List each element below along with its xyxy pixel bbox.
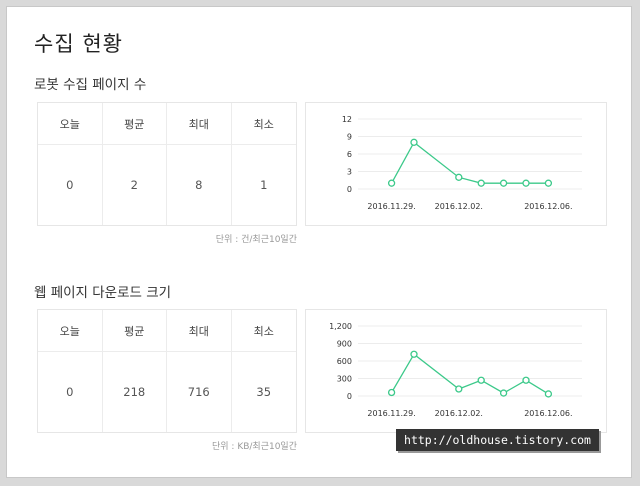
section-title-download-size: 웹 페이지 다운로드 크기 [34, 285, 172, 301]
stat-header-average: 평균 [102, 103, 167, 145]
stat-header-today: 오늘 [38, 103, 103, 145]
data-point [522, 376, 530, 384]
y-tick-label: 6 [347, 150, 352, 159]
stat-header-min: 최소 [231, 103, 296, 145]
y-tick-label: 1,200 [329, 322, 352, 331]
data-point [499, 179, 508, 187]
x-tick-label: 2016.12.02. [435, 202, 483, 211]
stats-table-download-size: 오늘 평균 최대 최소 0 218 716 35 [37, 309, 297, 433]
chart-download-size: 1,200 900 600 300 0 2016.11.29. 2016.12.02. 201… [305, 309, 607, 433]
stat-header-max: 최대 [167, 103, 232, 145]
data-point [455, 173, 463, 181]
stat-value-average: 218 [103, 352, 167, 432]
x-tick-label: 2016.12.06. [524, 202, 572, 211]
unit-note: 단위 : 건/최근10일간 [215, 235, 297, 245]
y-tick-label: 0 [347, 185, 352, 194]
report-panel [6, 6, 632, 478]
series-line [391, 353, 549, 395]
y-tick-label: 3 [347, 168, 352, 177]
data-point [544, 179, 553, 187]
stat-value-today: 0 [38, 352, 103, 432]
data-point [455, 385, 463, 393]
data-point [477, 179, 485, 187]
stat-value-max: 716 [167, 352, 232, 432]
stat-value-today: 0 [38, 145, 103, 225]
watermark: http://oldhouse.tistory.com [396, 429, 599, 451]
stat-value-max: 8 [167, 145, 232, 225]
stat-value-average: 2 [103, 145, 167, 225]
stat-header-today: 오늘 [38, 310, 103, 352]
stat-value-min: 35 [256, 385, 272, 399]
chart-robot-pages: 12 9 6 3 0 2016.11.29. 2016.12.02. 2016.12.06. [305, 102, 607, 226]
stat-header-max: 최대 [167, 310, 232, 352]
data-point [410, 138, 418, 146]
x-tick-label: 2016.12.02. [435, 409, 483, 418]
line-chart-download-size: 1,200 900 600 300 0 2016.11.29. 2016.12.02. 201… [329, 322, 582, 418]
y-tick-label: 9 [347, 133, 352, 142]
data-point [522, 179, 530, 187]
data-point [387, 388, 396, 397]
x-tick-label: 2016.12.06. [524, 409, 572, 418]
stat-header-average: 평균 [102, 310, 167, 352]
data-point [387, 179, 396, 187]
data-point [410, 350, 418, 358]
section-title-robot-pages: 로봇 수집 페이지 수 [34, 77, 147, 93]
unit-note: 단위 : KB/최근10일간 [212, 442, 297, 452]
y-tick-label: 0 [347, 392, 352, 401]
stats-table-robot-pages: 오늘 평균 최대 최소 0 2 8 1 [37, 102, 297, 226]
stat-header-min: 최소 [231, 310, 296, 352]
page-title: 수집 현황 [34, 32, 123, 56]
y-tick-label: 900 [337, 340, 352, 349]
data-point [499, 389, 508, 397]
y-tick-label: 600 [337, 357, 352, 366]
line-chart-robot-pages: 12 9 6 3 0 2016.11.29. 2016.12.02. 2016.12.06. [342, 115, 582, 211]
stat-value-min: 1 [260, 178, 268, 192]
y-tick-label: 12 [342, 115, 352, 124]
data-point [544, 390, 553, 398]
data-point [477, 376, 485, 384]
x-tick-label: 2016.11.29. [367, 202, 415, 211]
series-line [391, 141, 549, 184]
x-tick-label: 2016.11.29. [367, 409, 415, 418]
y-tick-label: 300 [337, 375, 352, 384]
